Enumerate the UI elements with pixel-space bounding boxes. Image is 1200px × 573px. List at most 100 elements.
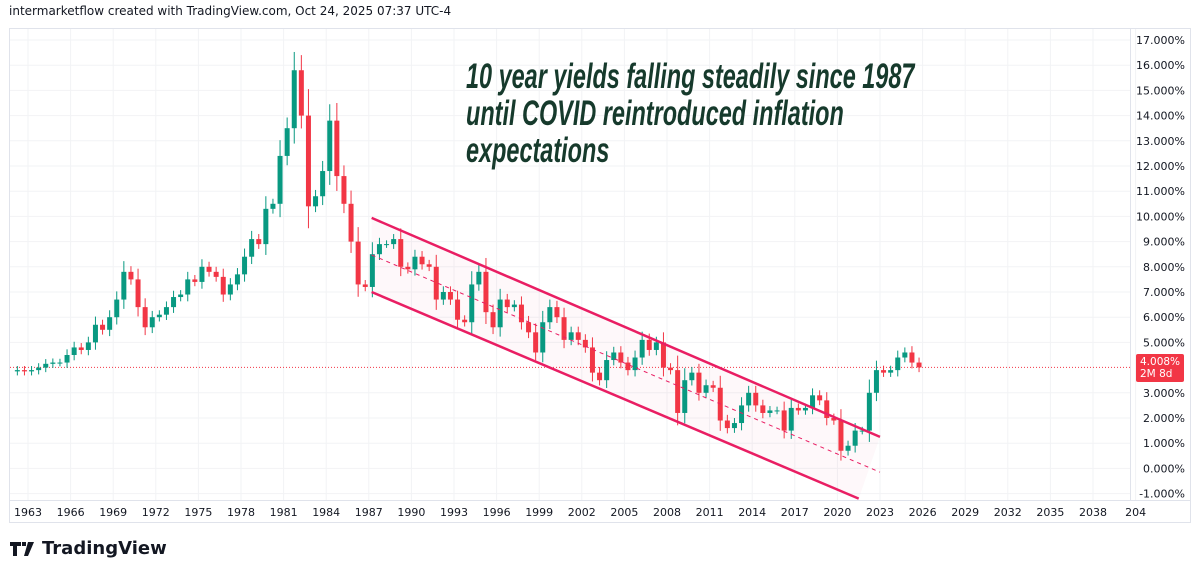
candle-body [795, 407, 801, 411]
x-tick-label: 1969 [99, 506, 127, 519]
candle [831, 413, 837, 425]
candle [682, 368, 688, 424]
candle-body [64, 355, 70, 363]
candle-body [668, 367, 674, 371]
x-tick-label: 2035 [1036, 506, 1064, 519]
candle [526, 315, 532, 339]
candle [433, 254, 439, 310]
candle-body [291, 70, 297, 129]
current-price-value: 4.008% [1140, 356, 1181, 368]
candle [455, 290, 461, 328]
candle [554, 300, 560, 323]
candle [376, 237, 382, 260]
candle-body [873, 370, 879, 393]
x-tick-label: 2026 [909, 506, 937, 519]
candle-body [824, 400, 830, 418]
candle-body [227, 284, 233, 295]
y-tick-label: 12.000% [1136, 160, 1185, 173]
candle [746, 385, 752, 412]
candle [511, 300, 517, 312]
candle-body [29, 370, 35, 372]
chart-attribution: intermarketflow created with TradingView… [9, 4, 452, 18]
candle [547, 299, 553, 330]
candle [767, 406, 773, 418]
candle-body [362, 284, 368, 287]
candle-body [92, 324, 98, 343]
y-tick-label: 13.000% [1136, 135, 1185, 148]
candle-body [895, 357, 901, 371]
candle [43, 359, 49, 373]
candle-body [540, 322, 546, 353]
candle [277, 140, 283, 218]
x-tick-label: 204 [1125, 506, 1146, 519]
candle-body [462, 319, 468, 323]
candle [242, 248, 248, 282]
candle [92, 316, 98, 350]
candle-body [348, 203, 354, 242]
candle [220, 268, 226, 302]
x-tick-label: 1975 [184, 506, 212, 519]
tradingview-logo-icon [10, 541, 34, 556]
candle [611, 346, 617, 366]
candle [213, 266, 219, 282]
candle [398, 228, 404, 277]
candle [710, 380, 716, 393]
candle-body [589, 347, 595, 373]
candle-body [43, 363, 49, 368]
candle-body [419, 256, 425, 265]
candle [249, 230, 255, 265]
y-tick-label: 9.000% [1143, 236, 1185, 249]
candle-body [57, 362, 63, 364]
candle [561, 307, 567, 349]
candle-body [504, 299, 510, 308]
candle [760, 399, 766, 419]
candle [327, 104, 333, 185]
candle [178, 290, 184, 302]
candle-body [802, 407, 808, 411]
candle-body [128, 271, 134, 280]
candle-body [391, 239, 397, 245]
candle [739, 397, 745, 431]
candle [50, 358, 56, 368]
x-tick-label: 2029 [951, 506, 979, 519]
price-chart[interactable]: 1963 1966 1969 1972 1975 1978 1981 1984 1987 1990… [0, 0, 1200, 530]
candle [504, 293, 510, 313]
candle [625, 356, 631, 376]
candle-body [852, 430, 858, 446]
candle [668, 363, 674, 375]
candle-body [888, 370, 894, 373]
candle-body [455, 299, 461, 320]
candle-body [50, 362, 56, 364]
candle [788, 398, 794, 439]
candle-body [639, 339, 645, 358]
candle [916, 357, 922, 373]
candle [533, 323, 539, 361]
candle-body [256, 239, 262, 245]
candle [817, 390, 823, 406]
candle [284, 117, 290, 166]
candle-body [263, 208, 269, 245]
candle-body [554, 307, 560, 318]
candle [270, 198, 276, 214]
candle-body [817, 395, 823, 401]
candle [568, 326, 574, 346]
candle-body [100, 324, 106, 330]
candle-body [341, 176, 347, 204]
candle-body [533, 332, 539, 353]
candle-body [831, 418, 837, 421]
candle-body [916, 362, 922, 368]
candle-body [313, 196, 319, 207]
candle-body [369, 254, 375, 287]
candle [171, 290, 177, 313]
candle-body [320, 171, 326, 197]
candle-body [675, 370, 681, 413]
x-tick-label: 1990 [397, 506, 425, 519]
candle-body [178, 294, 184, 298]
candle [462, 315, 468, 327]
candle-body [703, 385, 709, 393]
candle [731, 418, 737, 433]
y-tick-label: 2.000% [1143, 412, 1185, 425]
candle-body [199, 266, 205, 282]
candle [384, 240, 390, 248]
candle-body [838, 420, 844, 451]
